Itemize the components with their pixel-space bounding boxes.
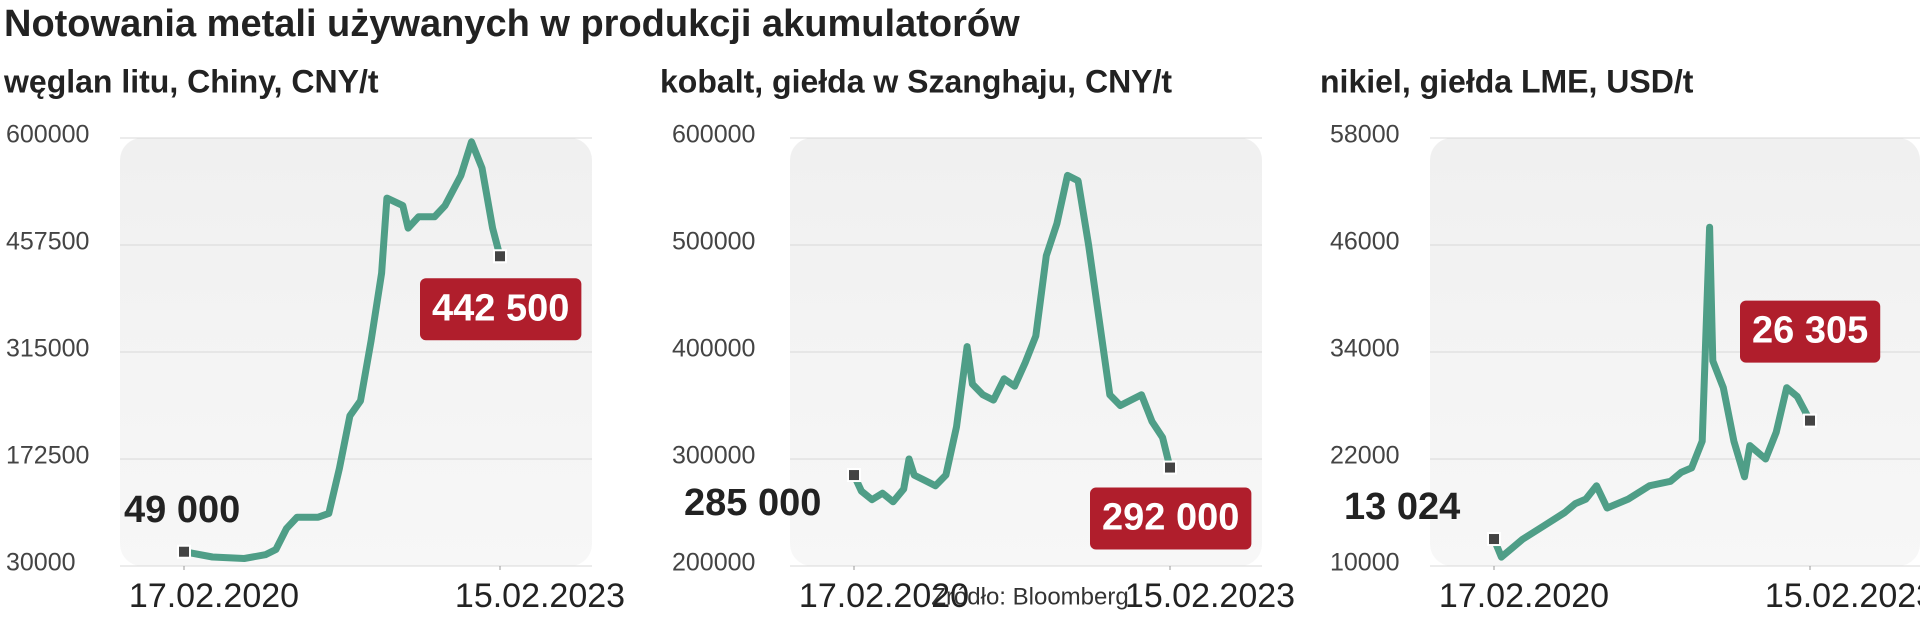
x-tick-label: 15.02.2023 <box>455 577 625 615</box>
value-label: 442 500 <box>432 287 569 329</box>
y-tick-label: 457500 <box>6 228 89 256</box>
source: Źródło: Bloomberg <box>931 583 1128 610</box>
y-tick-label: 34000 <box>1330 335 1400 363</box>
value-label: 292 000 <box>1102 497 1239 539</box>
y-tick-label: 500000 <box>672 228 755 256</box>
y-tick-label: 30000 <box>6 549 76 577</box>
x-tick-label: 15.02.2023 <box>1765 577 1920 615</box>
value-label-box <box>420 278 582 341</box>
y-tick-label: 600000 <box>672 121 755 149</box>
point-marker <box>1487 532 1501 547</box>
y-tick-label: 46000 <box>1330 228 1400 256</box>
y-tick-label: 58000 <box>1330 121 1400 149</box>
y-tick-label: 10000 <box>1330 549 1400 577</box>
y-tick-label: 200000 <box>672 549 755 577</box>
value-label-box <box>1740 300 1881 363</box>
chart-subtitle: nikiel, giełda LME, USD/t <box>1320 63 1694 99</box>
y-tick-label: 400000 <box>672 335 755 363</box>
chart-subtitle: kobalt, giełda w Szanghaju, CNY/t <box>660 63 1172 99</box>
point-marker <box>847 468 861 483</box>
data-line <box>1490 223 1814 561</box>
value-label: 285 000 <box>684 482 821 524</box>
point-marker <box>493 249 507 264</box>
point-marker <box>1803 413 1817 428</box>
chart-subtitle: węglan litu, Chiny, CNY/t <box>3 63 379 99</box>
point-marker <box>1163 460 1177 475</box>
x-tick-label: 15.02.2023 <box>1125 577 1295 615</box>
value-label: 13 024 <box>1344 486 1460 528</box>
y-tick-label: 600000 <box>6 121 89 149</box>
value-label: 26 305 <box>1752 310 1868 352</box>
point-marker <box>177 544 191 559</box>
data-line <box>850 171 1174 506</box>
value-label: 49 000 <box>124 489 240 531</box>
value-label-box <box>1090 487 1252 550</box>
x-tick-label: 17.02.2020 <box>129 577 299 615</box>
y-tick-label: 172500 <box>6 442 89 470</box>
x-tick-label: 17.02.2020 <box>1439 577 1609 615</box>
y-tick-label: 300000 <box>672 442 755 470</box>
y-tick-label: 315000 <box>6 335 89 363</box>
page-title: Notowania metali używanych w produkcji a… <box>4 3 1020 45</box>
data-line <box>180 138 504 562</box>
x-tick-label: 17.02.2020 <box>799 577 969 615</box>
y-tick-label: 22000 <box>1330 442 1400 470</box>
